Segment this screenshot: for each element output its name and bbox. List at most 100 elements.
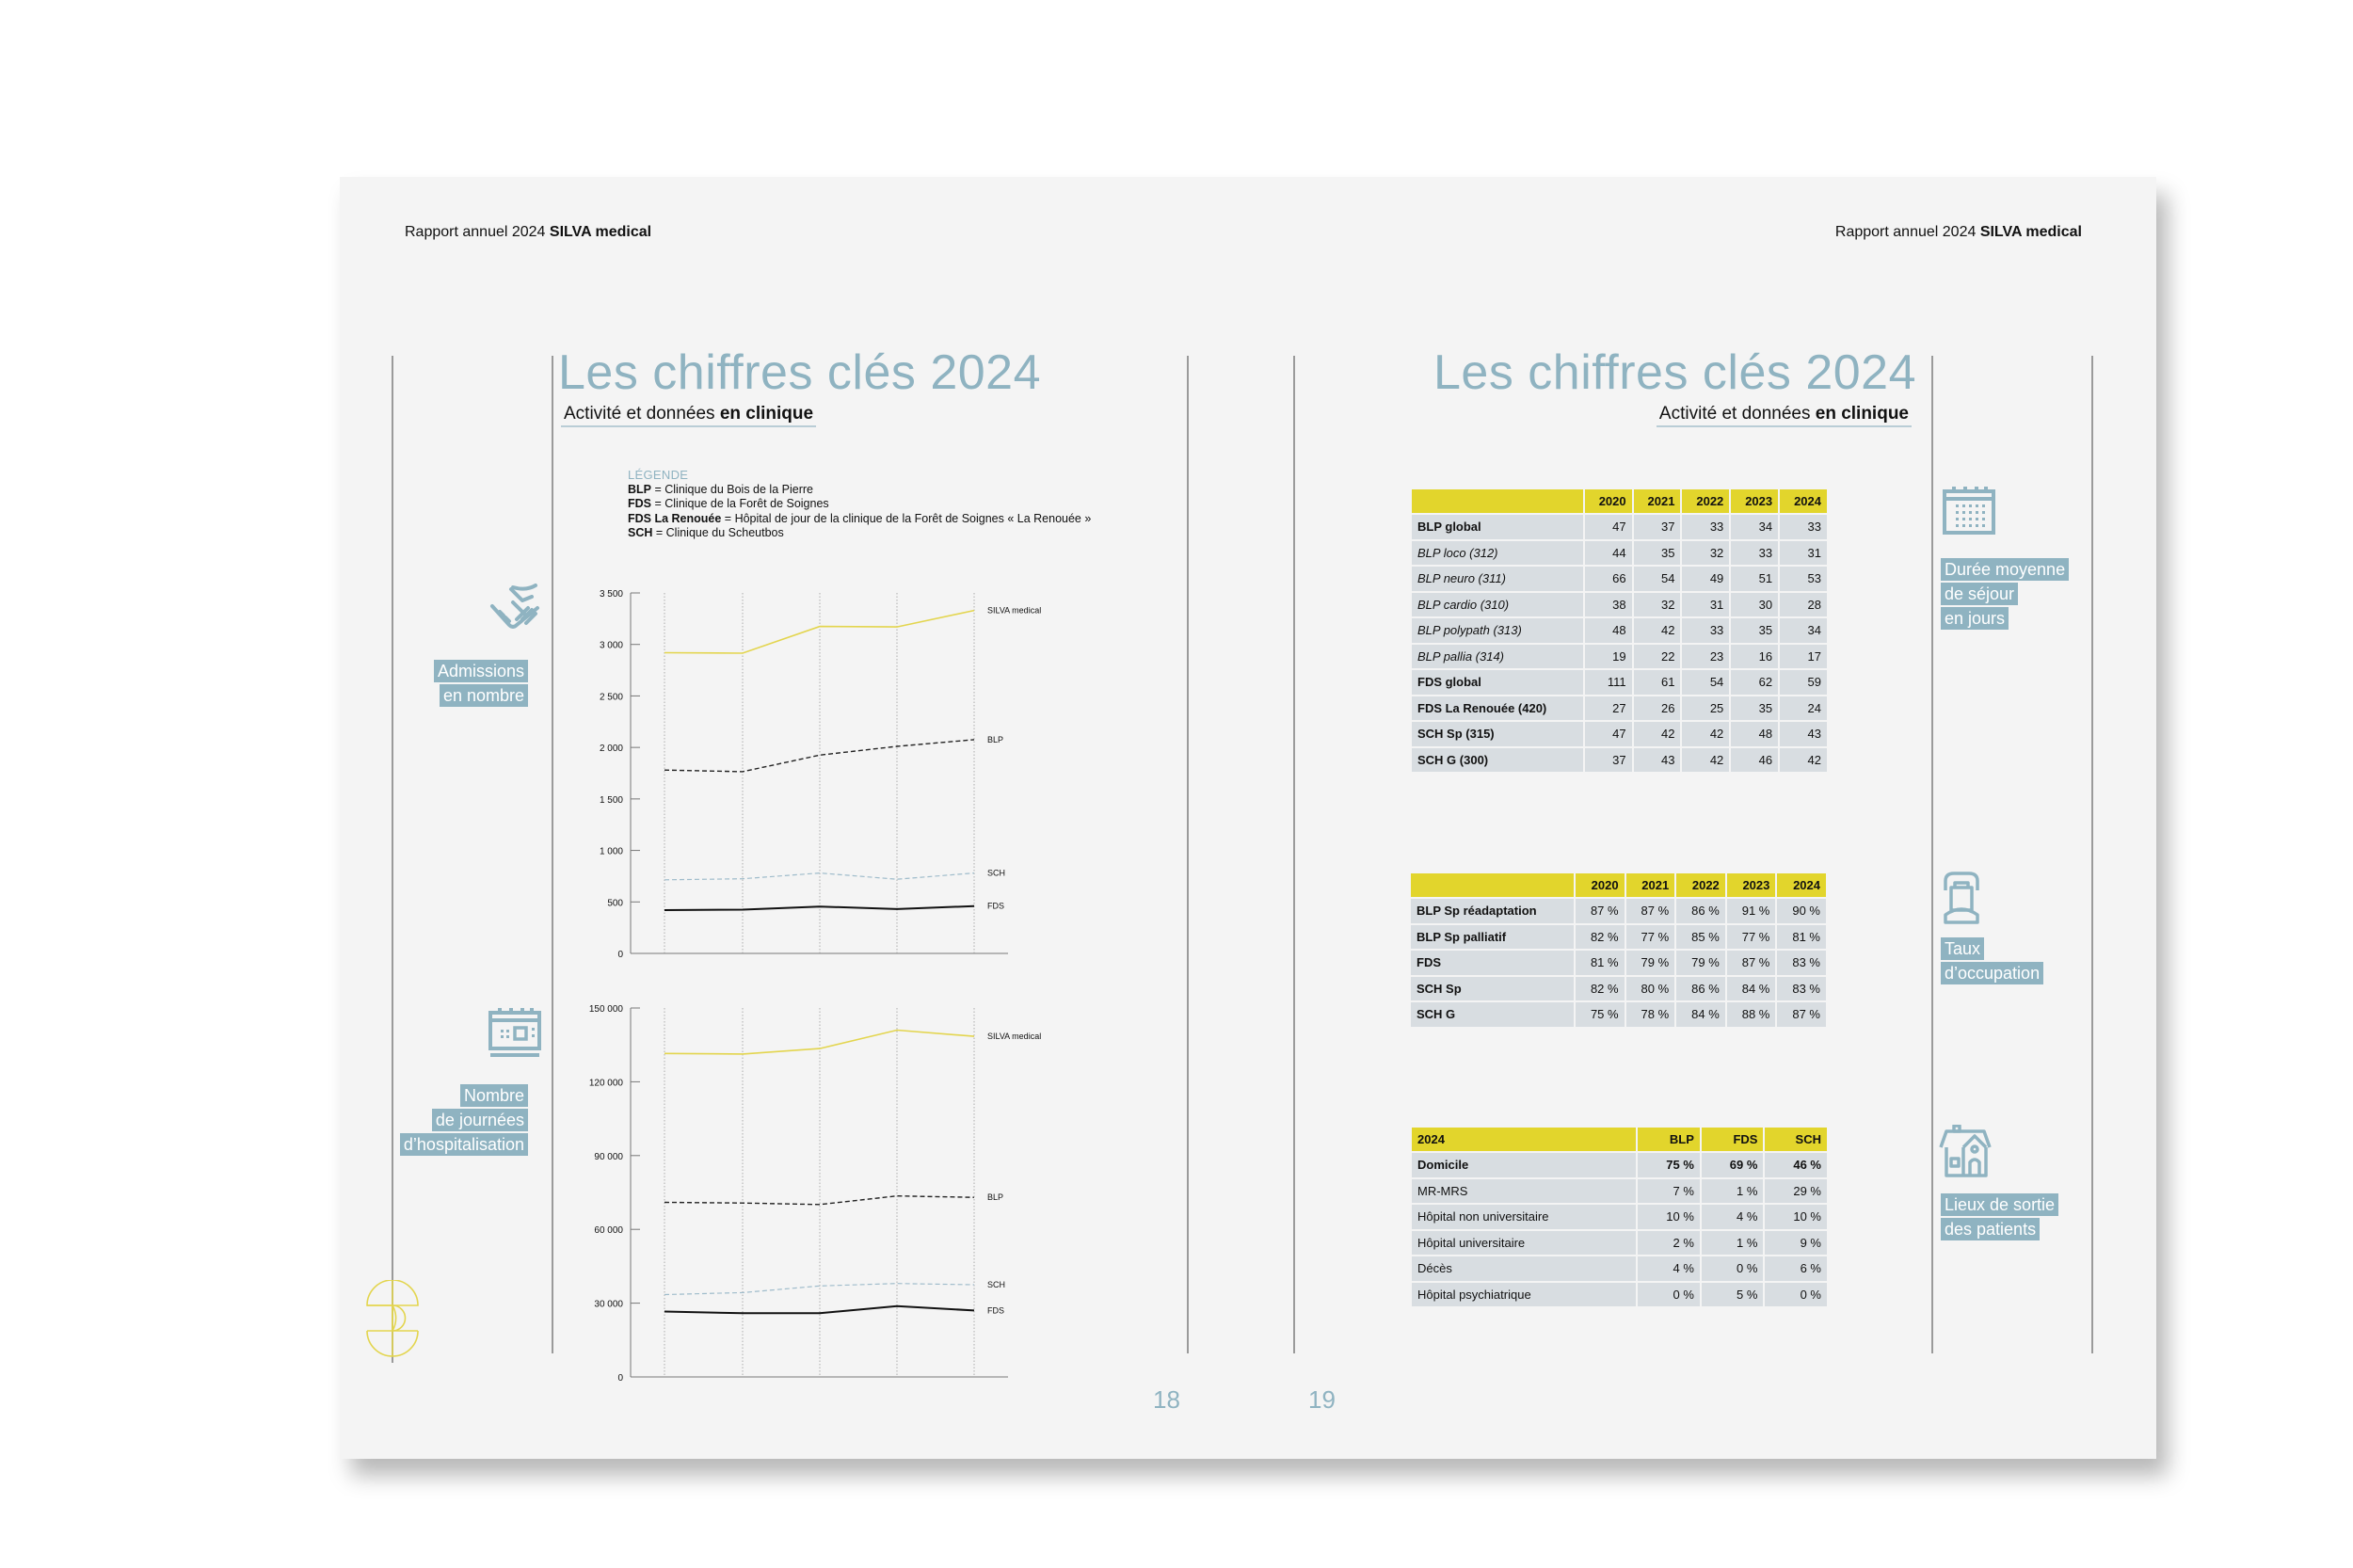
house-icon [1939,1125,1992,1177]
column-header [1411,873,1574,897]
table-row: Décès 4 % 0 % 6 % [1412,1256,1827,1281]
running-header-text: Rapport annuel 2024 [405,224,550,240]
table-cell: 30 [1731,592,1779,616]
table-average-stay: 2020 2021 2022 2023 2024 BLP global 47 37 33 34 33… [1410,488,1829,774]
table-cell: 37 [1584,747,1632,772]
column-header: 2023 [1731,489,1779,513]
table-cell: 0 % [1765,1282,1827,1306]
series-line [664,609,975,654]
table-cell: 42 [1780,747,1827,772]
table-cell: 54 [1682,670,1730,695]
table-cell: 47 [1584,515,1632,539]
series-label: BLP [987,735,1003,744]
hospital-bed-icon [1943,872,1980,924]
series-label: SILVA medical [987,1032,1041,1041]
table-cell: 51 [1731,567,1779,591]
table-cell: 80 % [1625,976,1675,1000]
table-row: BLP polypath (313) 48 42 33 35 34 [1412,618,1827,643]
table-cell: 22 [1633,644,1681,668]
series-line [664,1283,975,1296]
table-row: BLP Sp réadaptation 87 % 87 % 86 % 91 % 90 % [1411,899,1826,923]
label-line: de séjour [1941,583,2019,605]
table-cell: 29 % [1765,1178,1827,1203]
table-cell: 48 [1584,618,1632,643]
table-row: BLP cardio (310) 38 32 31 30 28 [1412,592,1827,616]
table-row: SCH Sp (315) 47 42 42 48 43 [1412,722,1827,746]
table-cell: 87 % [1777,1002,1826,1027]
label-line: Taux [1941,937,1985,960]
label-line: Admissions [433,660,528,682]
table-cell: 77 % [1625,924,1675,949]
table-cell: 87 % [1726,951,1776,975]
y-tick-label: 2 500 [600,692,623,702]
gutter-rule-right [1293,356,1295,1353]
row-label: BLP Sp palliatif [1411,924,1574,949]
y-tick-label: 0 [617,1373,623,1384]
series-line [664,1194,975,1206]
table-row: BLP Sp palliatif 82 % 77 % 85 % 77 % 81 % [1411,924,1826,949]
table-cell: 19 [1584,644,1632,668]
row-label: BLP pallia (314) [1412,644,1583,668]
y-tick-label: 1 500 [600,795,623,806]
table-occupancy-rate: 2020 2021 2022 2023 2024 BLP Sp réadaptation 8… [1409,872,1828,1029]
table-cell: 69 % [1701,1153,1764,1177]
column-header: FDS [1701,1128,1764,1151]
table-cell: 34 [1780,618,1827,643]
legend-item: FDS = Clinique de la Forêt de Soignes [628,497,1091,512]
table-cell: 32 [1682,540,1730,565]
table-cell: 17 [1780,644,1827,668]
silva-s-logo-icon [365,1280,420,1357]
label-line: Lieux de sortie [1941,1193,2059,1216]
table-row: MR-MRS 7 % 1 % 29 % [1412,1178,1827,1203]
table-cell: 10 % [1765,1205,1827,1229]
page-number-left: 18 [1153,1385,1180,1414]
table-cell: 35 [1731,618,1779,643]
table-cell: 9 % [1765,1230,1827,1255]
row-label: Hôpital non universitaire [1412,1205,1637,1229]
margin-rule-left-outer [392,356,393,1363]
column-header: 2024 [1780,489,1827,513]
table-cell: 10 % [1638,1205,1700,1229]
legend-abbr: FDS [628,497,651,510]
column-header: 2020 [1584,489,1632,513]
series-label: FDS [987,1305,1004,1315]
row-label: BLP polypath (313) [1412,618,1583,643]
row-label: Décès [1412,1256,1637,1281]
margin-rule-left-inner [552,356,553,1353]
row-label: SCH Sp (315) [1412,722,1583,746]
table-row: SCH Sp 82 % 80 % 86 % 84 % 83 % [1411,976,1826,1000]
table-header-row: 2024 BLP FDS SCH [1412,1128,1827,1151]
table-cell: 84 % [1726,976,1776,1000]
row-label: BLP neuro (311) [1412,567,1583,591]
series-label: BLP [987,1192,1003,1202]
table-cell: 31 [1780,540,1827,565]
y-tick-label: 30 000 [594,1300,623,1310]
running-header-right: Rapport annuel 2024 SILVA medical [1835,224,2082,241]
table-cell: 35 [1633,540,1681,565]
series-line [664,739,975,773]
table-row: BLP global 47 37 33 34 33 [1412,515,1827,539]
table-cell: 16 [1731,644,1779,668]
label-hospital-days: Nombre de journées d’hospitalisation [321,1084,528,1158]
label-exit-destinations: Lieux de sortie des patients [1941,1193,2059,1242]
y-tick-label: 90 000 [594,1152,623,1162]
table-cell: 27 [1584,696,1632,720]
legend-item: FDS La Renouée = Hôpital de jour de la c… [628,512,1091,527]
table-cell: 0 % [1701,1256,1764,1281]
table-cell: 53 [1780,567,1827,591]
label-admissions: Admissions en nombre [321,660,528,709]
y-tick-label: 150 000 [589,1004,624,1015]
row-label: BLP Sp réadaptation [1411,899,1574,923]
y-tick-label: 3 500 [600,589,623,600]
series-label: SCH [987,869,1005,878]
legend-abbr: FDS La Renouée [628,511,722,525]
table-cell: 75 % [1638,1153,1700,1177]
series-line [664,1304,975,1315]
label-line: Nombre [459,1084,528,1107]
table-cell: 111 [1584,670,1632,695]
table-cell: 44 [1584,540,1632,565]
table-cell: 35 [1731,696,1779,720]
table-row: Hôpital non universitaire 10 % 4 % 10 % [1412,1205,1827,1229]
